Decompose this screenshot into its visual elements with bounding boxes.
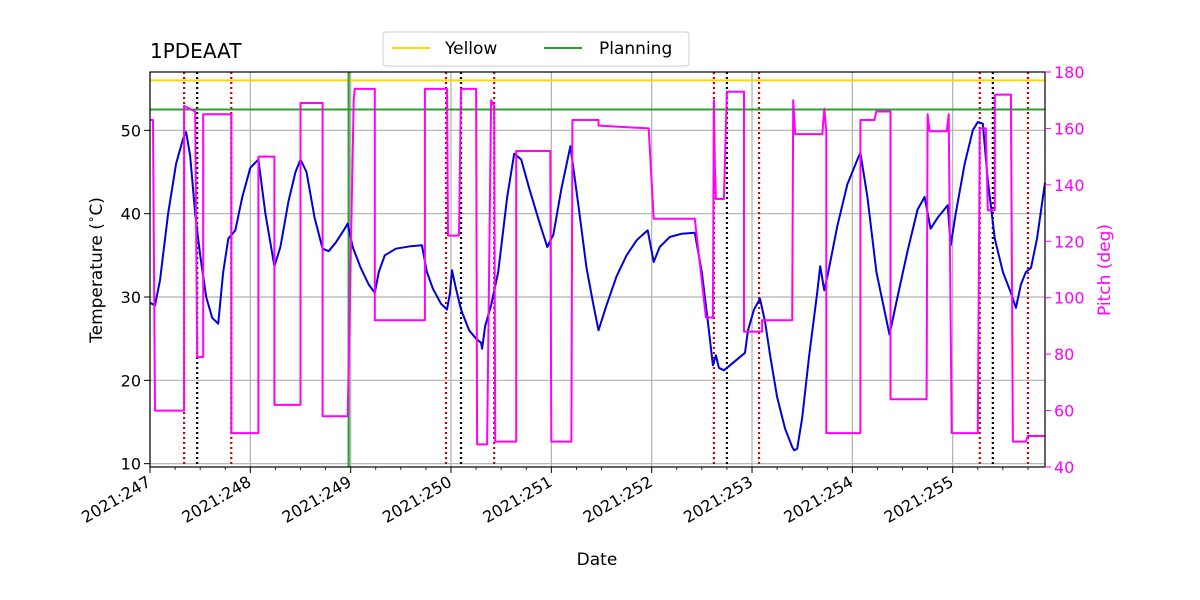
x-axis-title: Date — [577, 550, 618, 570]
y-left-tick-label: 10 — [121, 455, 141, 474]
y-right-tick-label: 40 — [1054, 458, 1074, 477]
event-vertical-lines — [183, 72, 1030, 467]
legend-box — [382, 31, 690, 67]
x-tick-label: 2021:252 — [580, 472, 656, 527]
x-tick-label: 2021:250 — [379, 472, 455, 527]
legend-label-planning: Planning — [599, 39, 672, 59]
y-right-tick-label: 120 — [1054, 232, 1085, 251]
series-temperature-line — [149, 121, 1046, 452]
y-axis-left-title: Temperature (∘C) — [84, 197, 107, 344]
x-tick-label: 2021:247 — [78, 472, 154, 527]
chart-title: 1PDEAAT — [150, 39, 242, 63]
y-right-tick-label: 180 — [1054, 63, 1085, 82]
x-tick-label: 2021:253 — [680, 472, 756, 527]
y-axis-right-ticks: 40 60 80 100 120 140 160 180 — [1045, 63, 1085, 477]
y-right-tick-label: 140 — [1054, 176, 1085, 195]
limit-lines — [150, 72, 1045, 467]
x-tick-label: 2021:254 — [780, 472, 856, 527]
x-tick-label: 2021:251 — [479, 472, 555, 527]
grid — [149, 72, 1045, 467]
x-tick-label: 2021:248 — [178, 472, 254, 527]
x-tick-label: 2021:249 — [279, 472, 355, 527]
y-right-tick-label: 160 — [1054, 119, 1085, 138]
y-left-tick-label: 50 — [121, 121, 141, 140]
x-tick-label: 2021:255 — [881, 472, 957, 527]
y-right-tick-label: 80 — [1054, 345, 1074, 364]
plot-frame — [149, 71, 1046, 468]
legend-label-yellow: Yellow — [444, 39, 497, 59]
y-left-tick-label: 20 — [121, 371, 141, 390]
y-right-tick-label: 60 — [1054, 402, 1074, 421]
legend: Yellow Planning — [382, 31, 690, 67]
series-pitch-line — [150, 87, 1045, 446]
series-group — [149, 87, 1046, 452]
y-axis-left-ticks: 10 20 30 40 50 — [121, 121, 150, 474]
x-axis-ticks: 2021:247 2021:248 2021:249 2021:250 2021:251… — [78, 467, 1029, 527]
y-axis-right-title: Pitch (deg) — [1095, 224, 1115, 316]
y-right-tick-label: 100 — [1054, 289, 1085, 308]
y-left-tick-label: 40 — [121, 205, 141, 224]
y-left-tick-label: 30 — [121, 288, 141, 307]
